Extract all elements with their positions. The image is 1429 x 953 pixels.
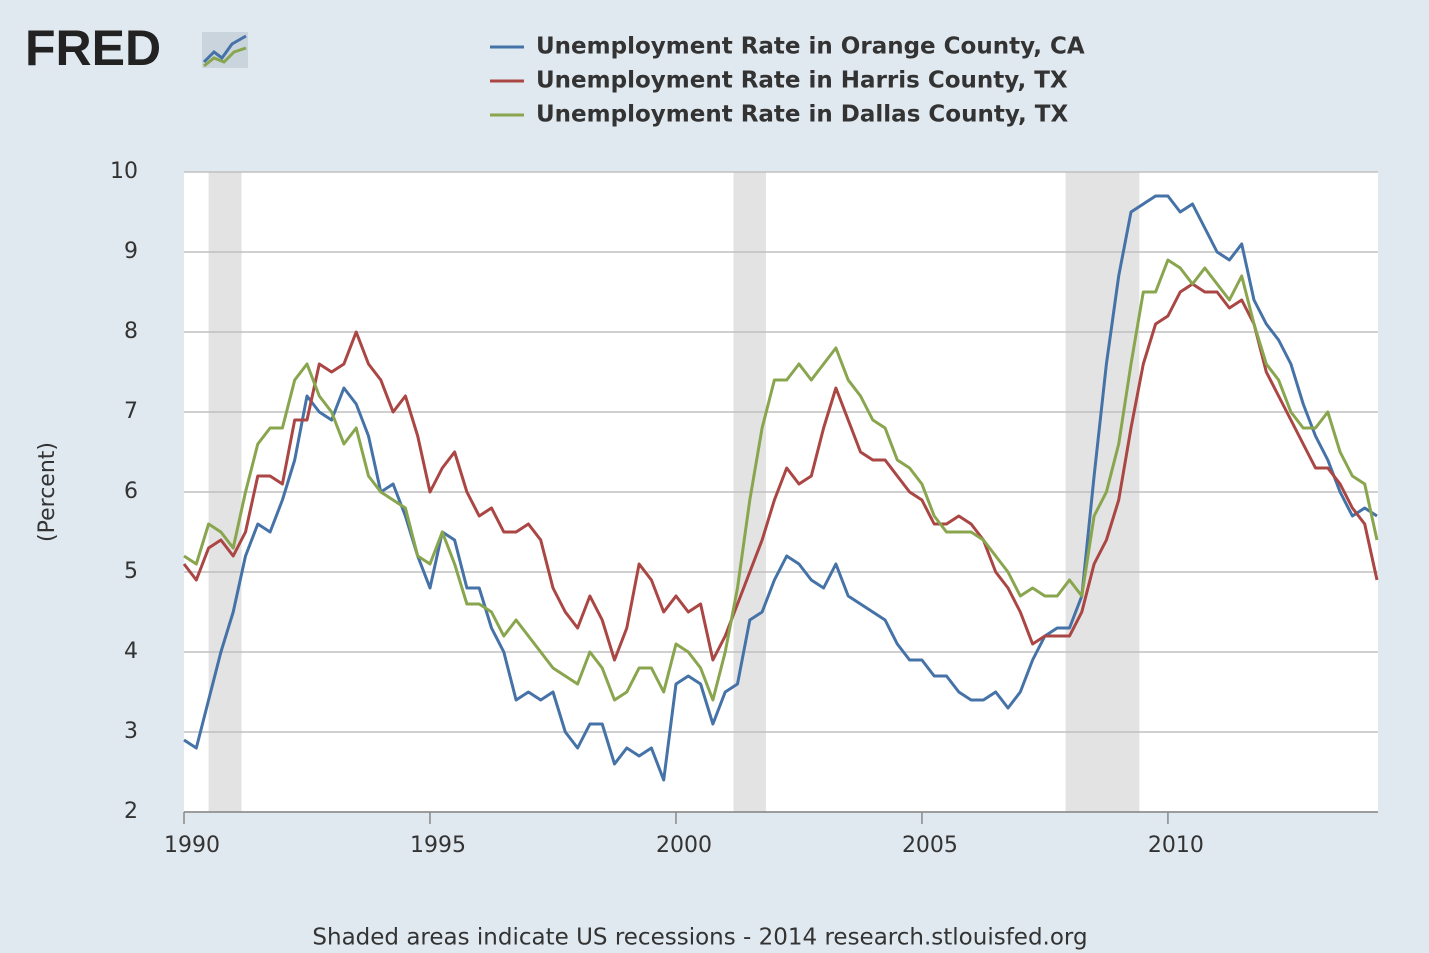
y-tick-label: 9 — [124, 239, 138, 264]
y-tick-label: 7 — [124, 399, 138, 424]
legend-label: Unemployment Rate in Orange County, CA — [536, 34, 1085, 60]
y-tick-label: 6 — [124, 479, 138, 504]
x-tick-label: 2010 — [1148, 833, 1204, 858]
y-tick-label: 10 — [110, 159, 138, 184]
legend-label: Unemployment Rate in Harris County, TX — [536, 68, 1068, 94]
legend-label: Unemployment Rate in Dallas County, TX — [536, 102, 1068, 128]
y-tick-label: 2 — [124, 799, 138, 824]
series-line — [183, 258, 1379, 702]
y-axis-label: (Percent) — [35, 442, 60, 542]
logo: FRED — [25, 20, 161, 76]
x-tick-label: 1990 — [164, 833, 220, 858]
x-tick-label: 2000 — [656, 833, 712, 858]
logo-icon — [202, 32, 248, 68]
y-tick-label: 3 — [124, 719, 138, 744]
y-tick-label: 4 — [124, 639, 138, 664]
y-tick-label: 8 — [124, 319, 138, 344]
series-line — [183, 194, 1378, 782]
x-tick-label: 2005 — [902, 833, 958, 858]
x-tick-label: 1995 — [410, 833, 466, 858]
y-tick-label: 5 — [124, 559, 138, 584]
footer: Shaded areas indicate US recessions - 20… — [312, 925, 1087, 951]
series-line — [182, 282, 1379, 662]
